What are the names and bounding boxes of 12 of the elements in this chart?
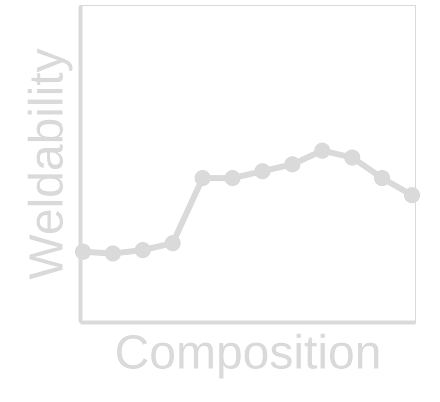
point bbox=[224, 170, 241, 186]
point bbox=[194, 170, 211, 186]
point bbox=[254, 163, 271, 180]
point bbox=[344, 149, 360, 166]
point bbox=[104, 245, 121, 262]
point bbox=[134, 242, 151, 258]
point bbox=[74, 244, 92, 260]
point bbox=[284, 156, 300, 172]
point bbox=[374, 170, 390, 186]
point bbox=[404, 187, 420, 204]
point bbox=[314, 142, 330, 159]
point bbox=[164, 235, 181, 252]
